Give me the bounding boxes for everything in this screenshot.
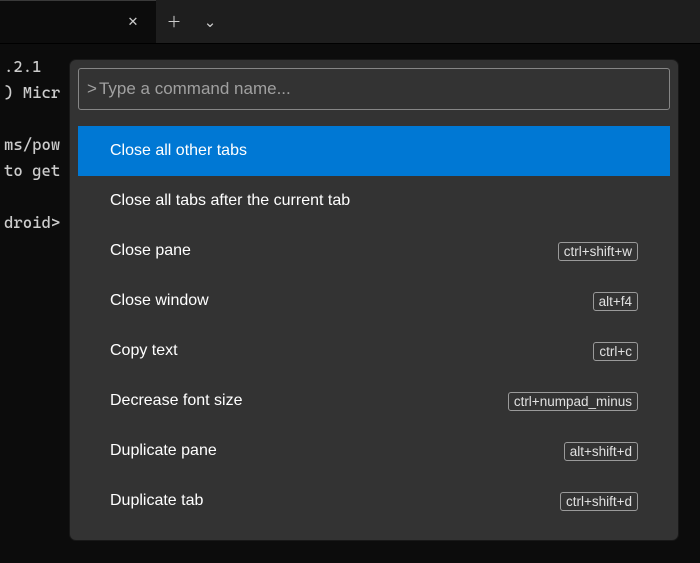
command-item[interactable]: Close all tabs after the current tab [78,176,670,226]
command-item[interactable]: Duplicate tab ctrl+shift+d [78,476,670,526]
command-palette: > Close all other tabs Close all tabs aft… [70,60,678,540]
command-shortcut: ctrl+numpad_minus [508,392,638,411]
title-bar: ✕ ＋ ⌄ [0,0,700,44]
command-label: Close all other tabs [110,142,247,160]
tab-actions: ＋ ⌄ [156,0,228,43]
tab-active[interactable]: ✕ [0,0,156,43]
command-label: Close window [110,292,209,310]
command-item[interactable]: Close pane ctrl+shift+w [78,226,670,276]
command-item[interactable]: Duplicate pane alt+shift+d [78,426,670,476]
command-shortcut: alt+shift+d [564,442,638,461]
command-shortcut: alt+f4 [593,292,638,311]
command-item[interactable]: Close window alt+f4 [78,276,670,326]
command-item[interactable]: Close all other tabs [78,126,670,176]
search-prefix: > [87,79,97,99]
command-label: Close all tabs after the current tab [110,192,350,210]
command-item[interactable]: Decrease font size ctrl+numpad_minus [78,376,670,426]
command-search-input[interactable] [99,79,661,99]
command-shortcut: ctrl+shift+w [558,242,638,261]
command-label: Copy text [110,342,178,360]
new-tab-button[interactable]: ＋ [156,0,192,44]
command-shortcut: ctrl+c [593,342,638,361]
command-item[interactable]: Copy text ctrl+c [78,326,670,376]
command-label: Decrease font size [110,392,243,410]
close-icon[interactable]: ✕ [124,13,142,31]
command-list: Close all other tabs Close all tabs after… [78,126,670,540]
command-shortcut: ctrl+shift+d [560,492,638,511]
tab-dropdown-button[interactable]: ⌄ [192,0,228,44]
command-search-wrap[interactable]: > [78,68,670,110]
command-label: Duplicate pane [110,442,217,460]
command-label: Close pane [110,242,191,260]
command-label: Duplicate tab [110,492,203,510]
